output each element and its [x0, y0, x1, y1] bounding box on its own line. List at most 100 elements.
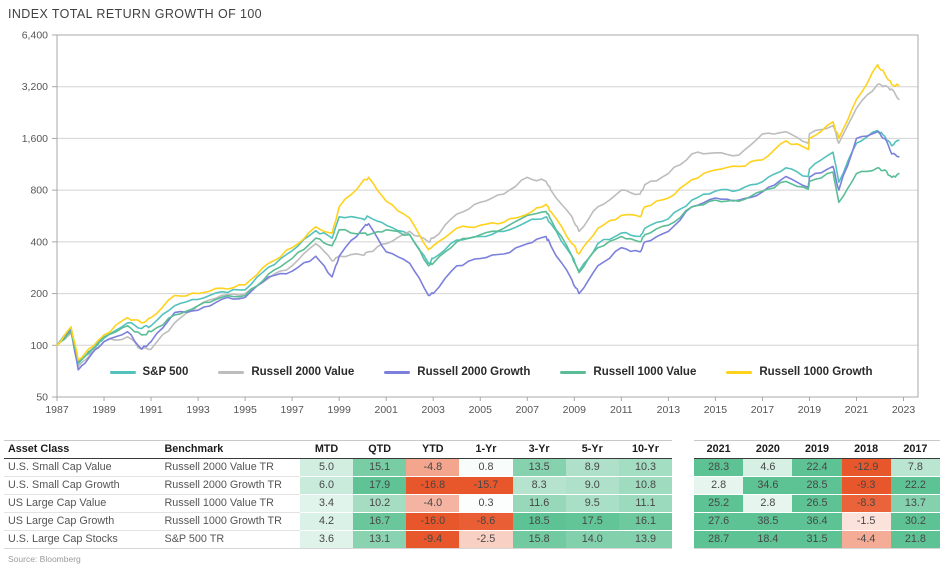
return-value-cell: 10.2: [353, 494, 407, 513]
return-value-cell: 17.9: [353, 476, 407, 495]
y-axis-label: 800: [30, 185, 48, 197]
source-note: Source: Bloomberg: [8, 554, 81, 564]
x-axis-label: 1993: [186, 404, 210, 416]
return-value-cell: 4.2: [299, 512, 354, 531]
year-value-cell: 30.2: [890, 512, 940, 531]
asset-class-cell: U.S. Small Cap Value: [4, 458, 161, 477]
return-value-cell: -15.7: [459, 476, 513, 495]
header-ytd: YTD: [406, 440, 460, 459]
year-value-cell: -12.9: [841, 458, 891, 477]
year-value-cell: 31.5: [792, 530, 842, 549]
header-1-yr: 1-Yr: [459, 440, 513, 459]
header-benchmark: Benchmark: [160, 440, 300, 459]
x-axis-label: 2009: [563, 404, 587, 416]
return-value-cell: 0.3: [459, 494, 513, 513]
x-axis-label: 2019: [798, 404, 822, 416]
series-line-s-p-500: [56, 129, 900, 365]
legend-line-swatch: [384, 370, 411, 374]
year-value-cell: 25.2: [694, 494, 744, 513]
header-year-2019: 2019: [792, 440, 842, 459]
return-value-cell: -4.8: [406, 458, 460, 477]
table-row: US Large Cap Value Russell 1000 Value TR 3…: [4, 494, 940, 513]
legend-item: Russell 1000 Value: [560, 366, 696, 378]
return-value-cell: 3.4: [299, 494, 354, 513]
asset-class-cell: U.S. Large Cap Stocks: [4, 530, 161, 549]
header-year-2017: 2017: [890, 440, 940, 459]
header-5-yr: 5-Yr: [565, 440, 619, 459]
legend-line-swatch: [109, 370, 136, 374]
benchmark-cell: S&P 500 TR: [160, 530, 300, 549]
year-value-cell: 28.3: [694, 458, 744, 477]
x-axis-label: 2007: [516, 404, 540, 416]
return-value-cell: 18.5: [512, 512, 566, 531]
return-value-cell: 3.6: [299, 530, 354, 549]
return-value-cell: 6.0: [299, 476, 354, 495]
x-axis-label: 2017: [751, 404, 775, 416]
return-value-cell: 9.5: [565, 494, 619, 513]
year-value-cell: 34.6: [743, 476, 793, 495]
year-value-cell: 7.8: [890, 458, 940, 477]
return-value-cell: 16.7: [353, 512, 407, 531]
series-line-russell-2000-value: [56, 83, 900, 368]
table-row: U.S. Large Cap Stocks S&P 500 TR 3.6 13.1 -9…: [4, 530, 940, 549]
return-value-cell: -8.6: [459, 512, 513, 531]
header-gap: [672, 440, 695, 459]
year-value-cell: 28.5: [792, 476, 842, 495]
gap-cell: [672, 494, 695, 513]
return-value-cell: 13.1: [353, 530, 407, 549]
return-value-cell: -16.8: [406, 476, 460, 495]
table-row: U.S. Small Cap Growth Russell 2000 Growth…: [4, 476, 940, 495]
year-value-cell: -4.4: [841, 530, 891, 549]
return-value-cell: 0.8: [459, 458, 513, 477]
return-value-cell: -4.0: [406, 494, 460, 513]
legend-label: Russell 1000 Growth: [759, 366, 873, 378]
legend-item: Russell 2000 Growth: [384, 366, 530, 378]
year-value-cell: 36.4: [792, 512, 842, 531]
return-value-cell: 8.9: [565, 458, 619, 477]
y-axis-label: 3,200: [22, 81, 48, 93]
legend-line-swatch: [218, 370, 245, 374]
x-axis-label: 1989: [92, 404, 116, 416]
benchmark-cell: Russell 2000 Growth TR: [160, 476, 300, 495]
year-value-cell: 2.8: [743, 494, 793, 513]
chart-title: INDEX TOTAL RETURN GROWTH OF 100: [8, 7, 263, 21]
year-value-cell: 22.4: [792, 458, 842, 477]
return-value-cell: 13.9: [618, 530, 673, 549]
year-value-cell: -9.3: [841, 476, 891, 495]
chart-section: INDEX TOTAL RETURN GROWTH OF 100 6,400 3,…: [8, 7, 919, 416]
x-axis-label: 2005: [469, 404, 493, 416]
header-year-2021: 2021: [694, 440, 744, 459]
header-qtd: QTD: [353, 440, 407, 459]
header-3-yr: 3-Yr: [512, 440, 566, 459]
header-10-yr: 10-Yr: [618, 440, 673, 459]
x-axis-label: 2021: [845, 404, 869, 416]
x-axis-label: 2003: [422, 404, 446, 416]
year-value-cell: 2.8: [694, 476, 744, 495]
x-axis-label: 1991: [139, 404, 163, 416]
return-value-cell: 17.5: [565, 512, 619, 531]
year-value-cell: 18.4: [743, 530, 793, 549]
year-value-cell: -1.5: [841, 512, 891, 531]
x-axis-label: 2001: [375, 404, 399, 416]
table-row: US Large Cap Growth Russell 1000 Growth T…: [4, 512, 940, 531]
return-value-cell: -16.0: [406, 512, 460, 531]
y-axis-label: 50: [36, 392, 48, 404]
year-value-cell: 28.7: [694, 530, 744, 549]
year-value-cell: 26.5: [792, 494, 842, 513]
x-axis-label: 2023: [892, 404, 916, 416]
year-value-cell: 21.8: [890, 530, 940, 549]
legend-item: Russell 1000 Growth: [726, 366, 872, 378]
x-axis-label: 1997: [280, 404, 304, 416]
header-mtd: MTD: [299, 440, 354, 459]
y-axis-label: 6,400: [22, 30, 48, 42]
return-value-cell: 10.8: [618, 476, 673, 495]
year-value-cell: 22.2: [890, 476, 940, 495]
x-axis-label: 1987: [45, 404, 69, 416]
header-year-2018: 2018: [841, 440, 891, 459]
legend-item: Russell 2000 Value: [218, 366, 354, 378]
series-line-russell-2000-growth: [56, 130, 900, 371]
legend-label: Russell 2000 Growth: [417, 366, 531, 378]
legend-line-swatch: [560, 370, 587, 374]
return-value-cell: -9.4: [406, 530, 460, 549]
